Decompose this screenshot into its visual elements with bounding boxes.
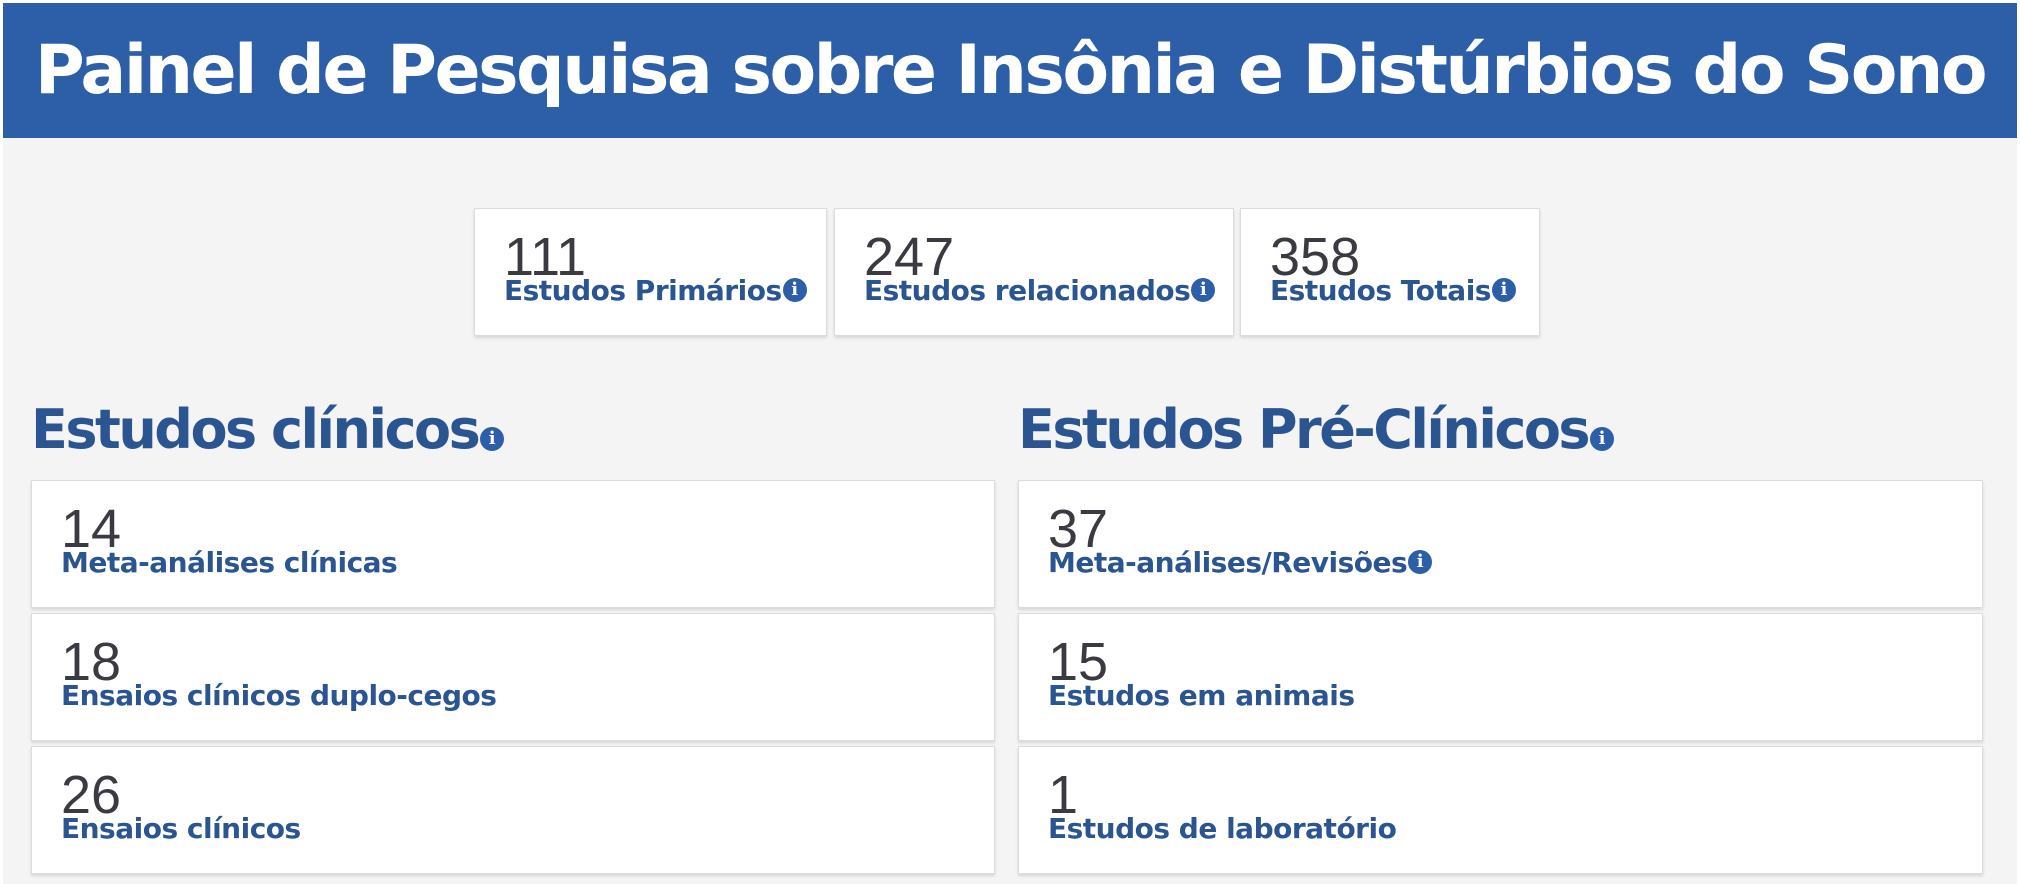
stat-label: Ensaios clínicos duplo-cegos	[61, 679, 497, 712]
stat-value: 18	[61, 632, 122, 692]
info-icon[interactable]: i	[480, 427, 505, 452]
info-icon[interactable]: i	[1590, 427, 1615, 452]
summary-card-total[interactable]: 358 Estudos Totais i	[1240, 208, 1540, 336]
summary-label: Estudos Totais i	[1270, 274, 1516, 307]
summary-value: 111	[504, 227, 587, 287]
clinical-card-meta-analyses[interactable]: 14 Meta-análises clínicas	[31, 480, 995, 608]
summary-value: 358	[1270, 227, 1361, 287]
clinical-section-title: Estudos clínicos i	[31, 398, 505, 461]
stat-label: Meta-análises/Revisões i	[1048, 546, 1433, 579]
stat-label: Ensaios clínicos	[61, 812, 301, 845]
stat-value: 14	[61, 499, 122, 559]
stat-label: Estudos de laboratório	[1048, 812, 1397, 845]
stat-value: 26	[61, 765, 122, 825]
preclinical-card-animal[interactable]: 15 Estudos em animais	[1018, 613, 1983, 741]
summary-card-primary[interactable]: 111 Estudos Primários i	[474, 208, 827, 336]
clinical-card-double-blind[interactable]: 18 Ensaios clínicos duplo-cegos	[31, 613, 995, 741]
summary-card-related[interactable]: 247 Estudos relacionados i	[834, 208, 1234, 336]
page-header: Painel de Pesquisa sobre Insônia e Distú…	[3, 3, 2017, 138]
stat-value: 37	[1048, 499, 1109, 559]
stat-label: Meta-análises clínicas	[61, 546, 398, 579]
info-icon[interactable]: i	[1408, 550, 1433, 574]
preclinical-card-lab[interactable]: 1 Estudos de laboratório	[1018, 746, 1983, 874]
info-icon[interactable]: i	[1191, 278, 1216, 302]
summary-label: Estudos Primários i	[504, 274, 807, 307]
info-icon[interactable]: i	[782, 278, 807, 302]
stat-value: 15	[1048, 632, 1109, 692]
preclinical-section-title: Estudos Pré-Clínicos i	[1018, 398, 1615, 461]
dashboard-panel: Painel de Pesquisa sobre Insônia e Distú…	[3, 3, 2017, 884]
clinical-card-trials[interactable]: 26 Ensaios clínicos	[31, 746, 995, 874]
info-icon[interactable]: i	[1491, 278, 1516, 302]
stat-value: 1	[1048, 765, 1079, 825]
preclinical-card-reviews[interactable]: 37 Meta-análises/Revisões i	[1018, 480, 1983, 608]
page-title: Painel de Pesquisa sobre Insônia e Distú…	[34, 31, 1988, 110]
stat-label: Estudos em animais	[1048, 679, 1355, 712]
summary-value: 247	[864, 227, 955, 287]
summary-label: Estudos relacionados i	[864, 274, 1216, 307]
